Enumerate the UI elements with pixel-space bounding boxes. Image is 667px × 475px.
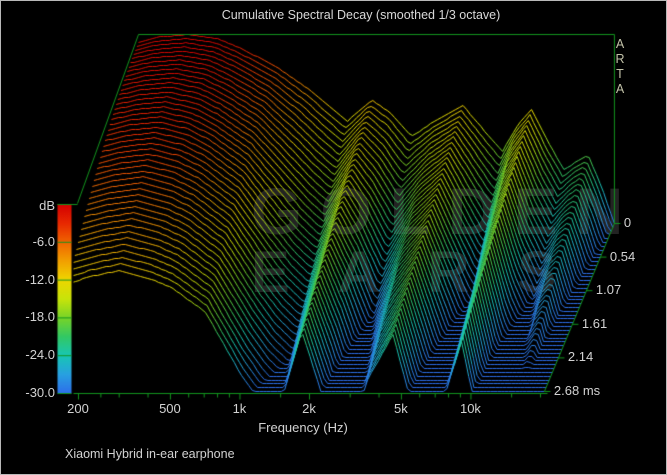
arta-letter: A: [615, 82, 625, 96]
page-title: Cumulative Spectral Decay (smoothed 1/3 …: [221, 8, 501, 22]
freq-tick-label: 2k: [302, 401, 316, 416]
freq-tick-label: 500: [159, 401, 181, 416]
freq-tick-label: 200: [67, 401, 89, 416]
colorbar-unit-label: dB: [39, 198, 55, 213]
time-tick-label: 2.14: [567, 349, 594, 365]
arta-letter: R: [615, 52, 625, 66]
colorbar-tick-label: -6.0: [32, 233, 55, 249]
colorbar-tick-label: -24.0: [25, 347, 55, 363]
time-tick-label: 0.54: [609, 248, 636, 264]
time-tick-label: 1.07: [595, 282, 622, 298]
time-tick-label: 1.61: [581, 315, 608, 331]
xaxis-title: Frequency (Hz): [258, 420, 348, 435]
colorbar-tick-label: -18.0: [25, 309, 55, 325]
arta-letter: T: [616, 67, 624, 81]
arta-logo: A R T A: [612, 37, 628, 97]
freq-tick-label: 10k: [459, 401, 481, 416]
measurement-caption: Xiaomi Hybrid in-ear earphone: [65, 447, 235, 461]
arta-letter: A: [615, 37, 625, 51]
time-tick-label: 0: [623, 215, 632, 230]
colorbar-tick-label: -30.0: [25, 385, 55, 400]
colorbar-tick-label: -12.0: [25, 271, 55, 287]
time-tick-label: 2.68 ms: [553, 383, 601, 398]
freq-tick-label: 1k: [232, 401, 247, 416]
freq-tick-label: 5k: [394, 401, 408, 416]
